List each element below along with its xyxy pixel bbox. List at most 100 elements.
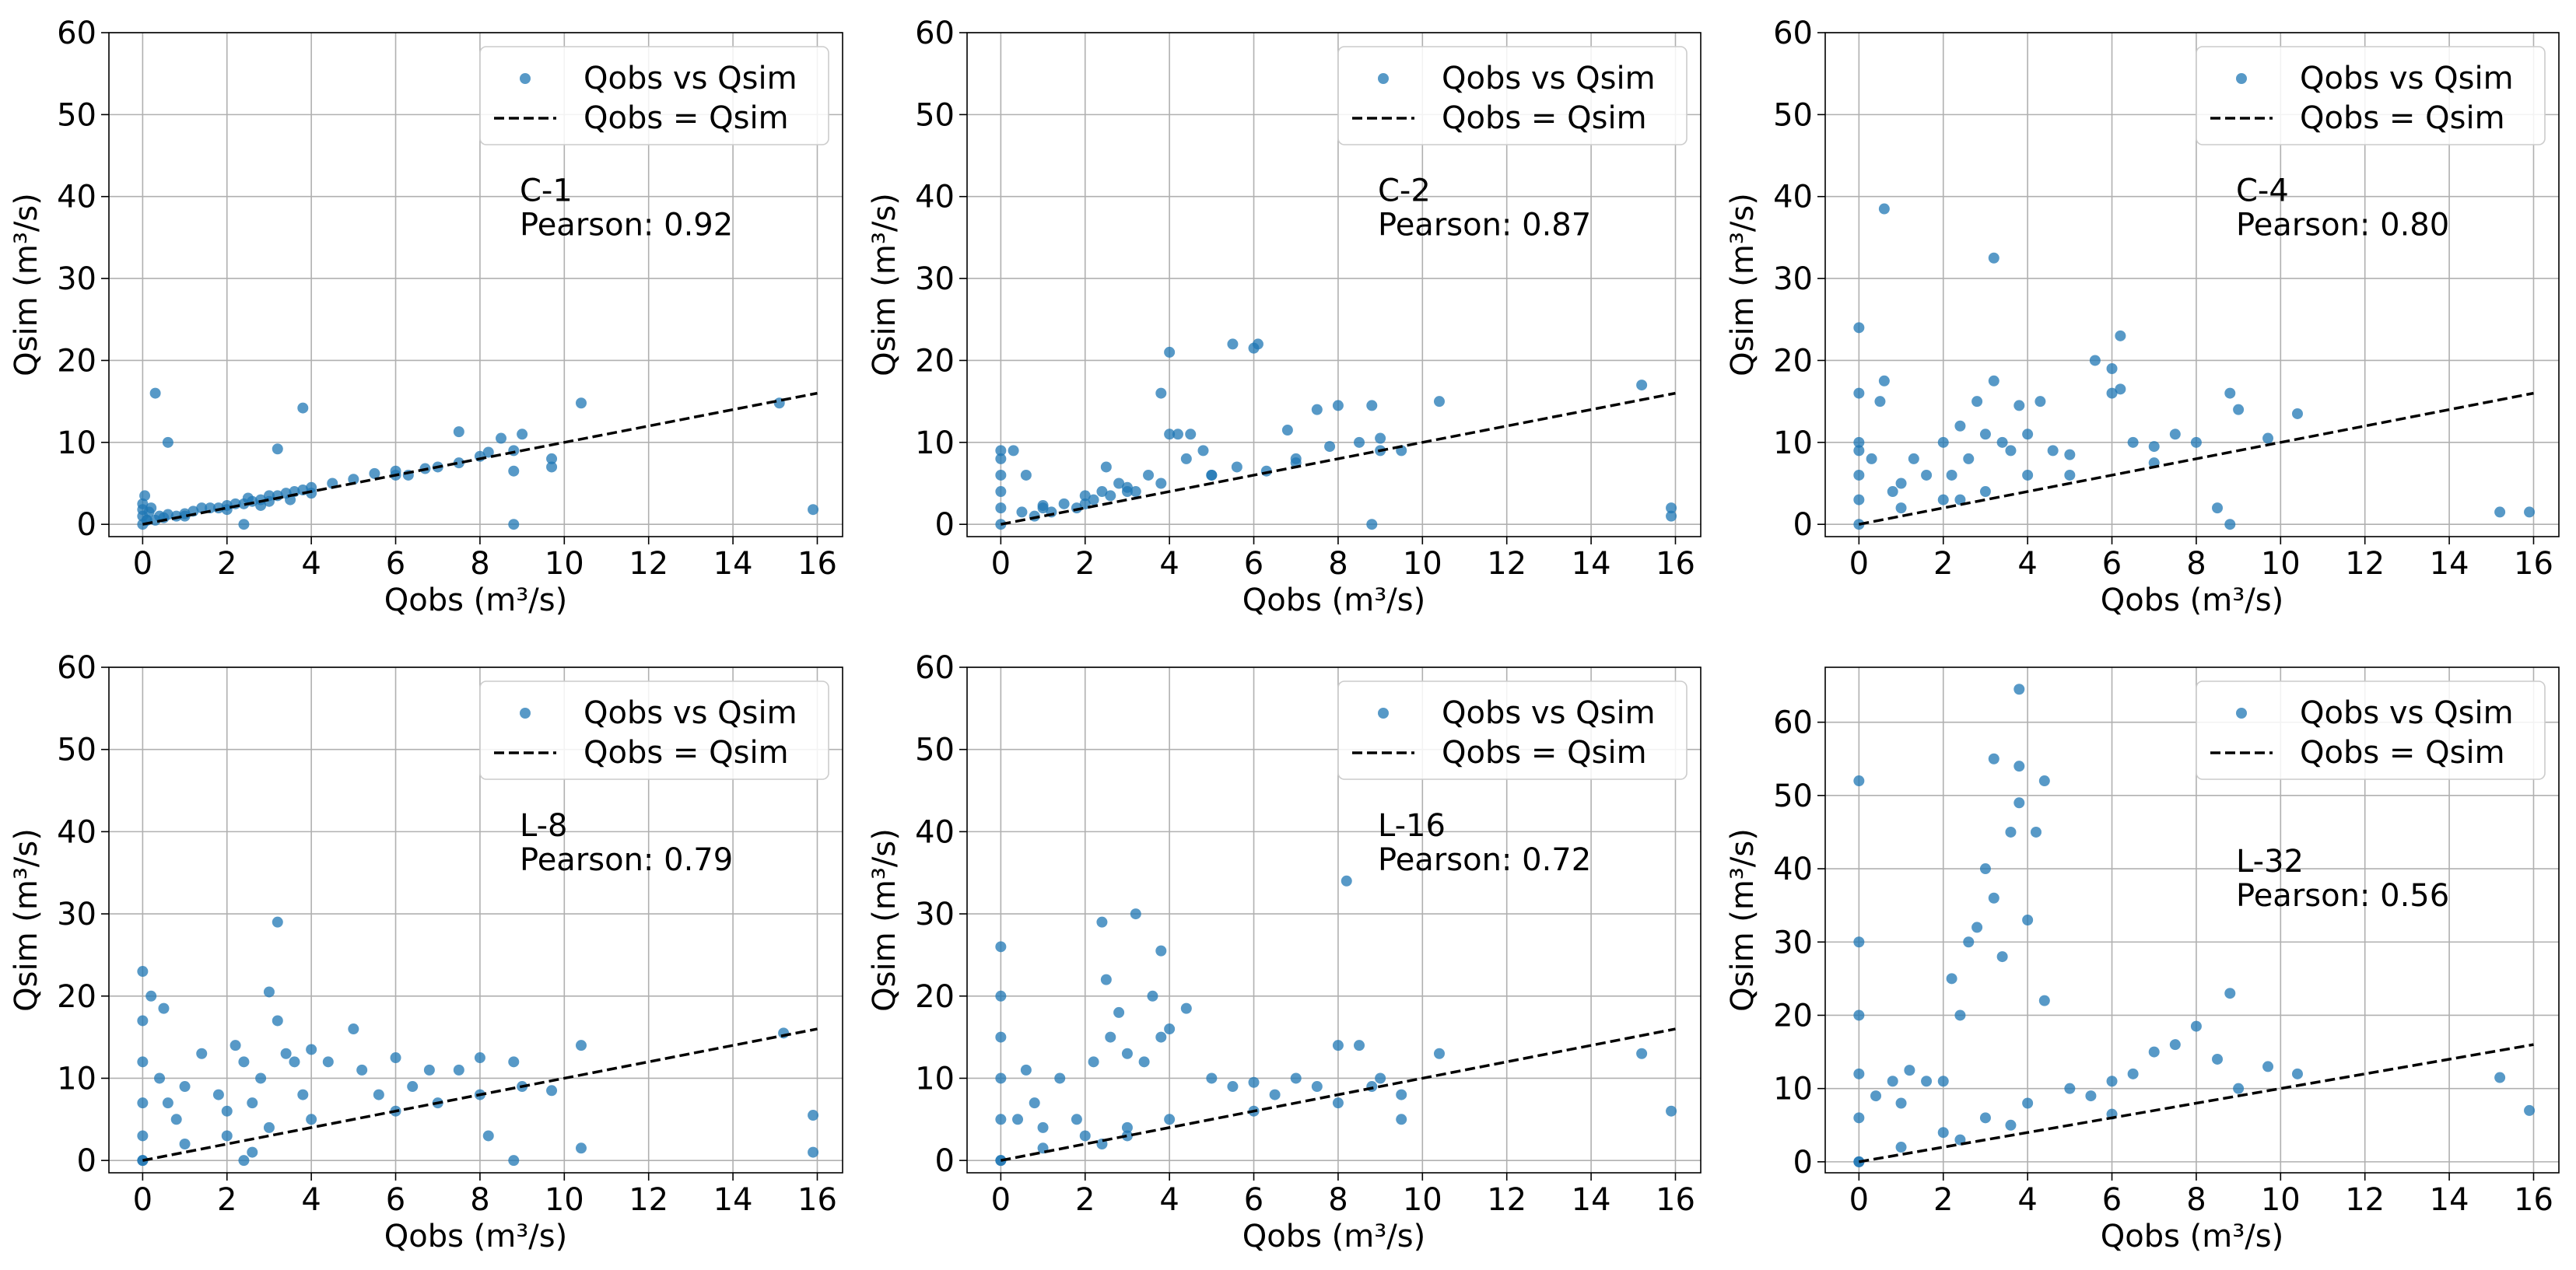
y-tick-label: 50: [57, 733, 96, 768]
data-point: [995, 1072, 1007, 1084]
scatter-points: [1853, 684, 2536, 1167]
axes-frame: [1824, 666, 2560, 1174]
data-point: [1946, 973, 1957, 985]
data-point: [1666, 1105, 1677, 1117]
data-point: [1138, 1056, 1150, 1068]
data-point: [2169, 429, 2181, 440]
data-point: [1366, 1081, 1378, 1093]
x-tick-label: 8: [470, 1182, 489, 1218]
y-ticks: 0 10 20 30 40 50 60: [915, 16, 967, 543]
legend-label-points: Qobs vs Qsim: [2300, 695, 2514, 731]
data-point: [1130, 908, 1141, 920]
data-point: [280, 1048, 292, 1059]
data-point: [1113, 1006, 1125, 1018]
legend-marker-points: [520, 708, 531, 719]
data-point: [1231, 461, 1242, 473]
data-point: [1354, 436, 1365, 448]
x-tick-label: 14: [1572, 1182, 1611, 1218]
data-point: [145, 990, 157, 1002]
pearson-label: Pearson: 0.56: [2236, 878, 2449, 914]
data-point: [1887, 486, 1898, 498]
data-point: [1878, 375, 1890, 387]
y-tick-label: 40: [915, 180, 955, 215]
y-tick-label: 50: [915, 97, 955, 133]
data-point: [1433, 1048, 1445, 1059]
data-point: [1853, 436, 1865, 448]
y-tick-label: 60: [57, 650, 96, 686]
data-point: [482, 446, 494, 458]
data-point: [2022, 915, 2034, 925]
data-point: [1895, 502, 1907, 514]
x-ticks: 0 2 4 6 8 10 12 14 16: [133, 537, 837, 582]
data-point: [1037, 1121, 1049, 1133]
y-tick-label: 50: [1773, 778, 1813, 814]
data-point: [1252, 338, 1263, 350]
x-tick-label: 6: [2102, 546, 2122, 582]
x-tick-label: 2: [1933, 546, 1953, 582]
y-tick-label: 60: [1773, 16, 1813, 51]
scatter-points: [995, 875, 1677, 1167]
data-point: [1227, 1081, 1239, 1093]
data-point: [263, 495, 275, 507]
legend-label-line: Qobs = Qsim: [1442, 100, 1647, 136]
data-point: [2022, 429, 2034, 440]
data-point: [1020, 469, 1032, 481]
data-point: [2064, 1083, 2076, 1094]
y-tick-label: 10: [57, 1061, 96, 1097]
data-point: [145, 502, 157, 514]
x-tick-label: 8: [2186, 546, 2206, 582]
y-tick-label: 10: [57, 425, 96, 461]
data-point: [1853, 775, 1865, 787]
legend-box: [479, 46, 829, 145]
legend-box: [1337, 46, 1688, 145]
data-point: [1197, 445, 1209, 457]
data-point: [2291, 1068, 2303, 1079]
data-point: [995, 1031, 1007, 1043]
data-point: [1979, 429, 1991, 440]
x-tick-label: 10: [545, 546, 584, 582]
x-ticks: 0 2 4 6 8 10 12 14 16: [1849, 537, 2553, 582]
data-point: [137, 966, 149, 978]
data-point: [2085, 1090, 2097, 1102]
y-tick-label: 20: [57, 979, 96, 1015]
data-point: [255, 499, 267, 511]
data-point: [306, 1044, 317, 1055]
data-point: [1366, 400, 1378, 411]
panel-name: C-4: [2236, 173, 2289, 209]
data-point: [1332, 1040, 1344, 1051]
y-ticks: 0 10 20 30 40 50 60: [1773, 16, 1825, 543]
data-point: [1874, 396, 1886, 408]
data-point: [139, 490, 151, 502]
data-point: [221, 1130, 233, 1142]
legend-marker-points: [1378, 73, 1389, 84]
data-point: [1666, 502, 1677, 514]
data-point: [1971, 396, 1983, 408]
data-point: [162, 509, 173, 520]
data-point: [2022, 1097, 2034, 1109]
data-point: [247, 1146, 258, 1158]
data-point: [1164, 346, 1176, 358]
data-point: [2115, 383, 2126, 395]
data-point: [1988, 375, 1999, 387]
data-point: [995, 445, 1007, 457]
data-point: [137, 1056, 149, 1068]
data-point: [1954, 420, 1966, 432]
data-point: [2013, 684, 2025, 695]
data-point: [2494, 506, 2506, 518]
data-point: [238, 1155, 250, 1167]
data-point: [2038, 995, 2050, 1006]
data-point: [1155, 387, 1167, 399]
pearson-label: Pearson: 0.72: [1378, 842, 1591, 878]
data-point: [1311, 404, 1323, 415]
x-tick-label: 14: [713, 1182, 753, 1218]
data-point: [1988, 252, 1999, 264]
x-tick-label: 12: [2345, 1182, 2385, 1218]
data-point: [995, 941, 1007, 953]
data-point: [575, 1142, 587, 1154]
data-point: [1396, 1114, 1407, 1125]
data-point: [2115, 330, 2126, 341]
data-point: [2047, 445, 2059, 457]
x-tick-label: 4: [301, 546, 321, 582]
data-point: [2030, 826, 2042, 838]
data-point: [2005, 445, 2017, 457]
